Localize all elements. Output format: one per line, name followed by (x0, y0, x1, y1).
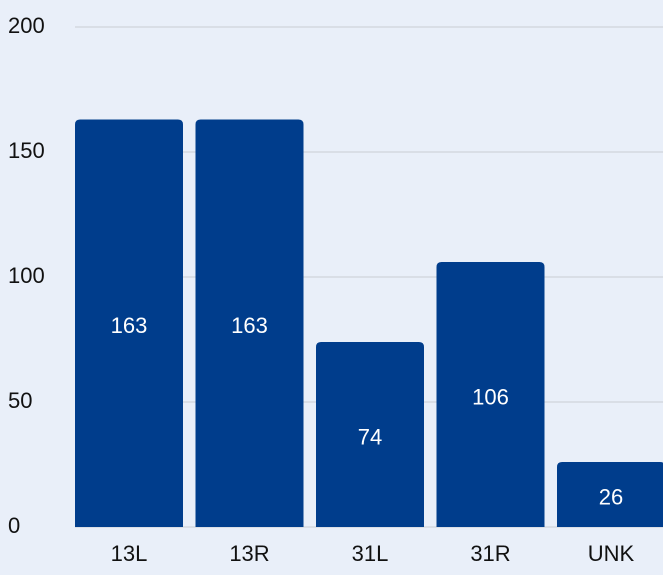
bar (316, 342, 424, 527)
value-label: 26 (599, 484, 623, 509)
value-label: 163 (231, 313, 268, 338)
x-tick-label: 13L (111, 541, 148, 566)
x-tick-label: UNK (588, 541, 635, 566)
x-tick-label: 13R (229, 541, 269, 566)
bar (557, 462, 663, 527)
value-label: 74 (358, 424, 382, 449)
bar (195, 119, 304, 527)
y-tick-label: 50 (8, 388, 32, 413)
bar (75, 119, 183, 527)
value-label: 106 (472, 384, 509, 409)
x-tick-label: 31L (352, 541, 389, 566)
y-tick-label: 200 (8, 13, 45, 38)
x-tick-label: 31R (470, 541, 510, 566)
y-tick-label: 150 (8, 138, 45, 163)
value-label: 163 (111, 313, 148, 338)
y-tick-label: 0 (8, 513, 20, 538)
bar (436, 262, 545, 527)
y-tick-label: 100 (8, 263, 45, 288)
